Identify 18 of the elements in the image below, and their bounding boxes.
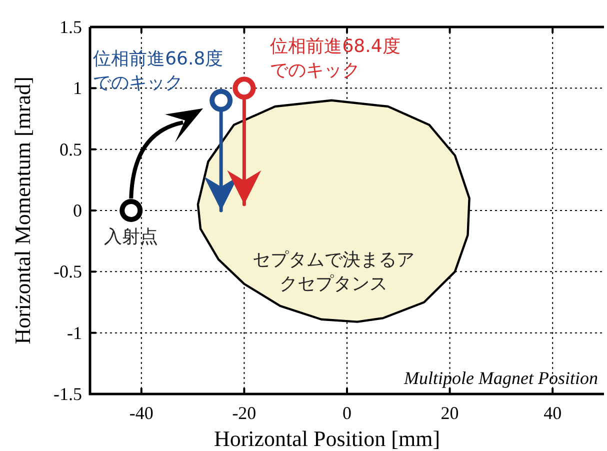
y-tick-label: 0 — [73, 200, 82, 220]
annotation: Multipole Magnet Position — [404, 368, 598, 388]
y-tick-label: -1.5 — [54, 384, 82, 404]
y-tick-label: 1.5 — [60, 17, 82, 37]
x-tick-label: -40 — [129, 403, 154, 423]
x-axis-title: Horizontal Position [mm] — [214, 426, 440, 451]
y-tick-label: 1 — [73, 78, 82, 98]
y-axis-title: Horizontal Momentum [mrad] — [10, 76, 35, 344]
y-tick-label: -0.5 — [54, 262, 82, 282]
y-tick-label: -1 — [67, 322, 82, 343]
x-tick-label: -20 — [232, 403, 256, 423]
y-tick-label: 0.5 — [60, 139, 82, 160]
point — [120, 199, 143, 222]
x-tick-label: 0 — [342, 403, 352, 423]
x-tick-label: 20 — [440, 403, 459, 423]
x-tick-label: 40 — [544, 403, 562, 423]
point — [232, 76, 256, 100]
point — [210, 88, 233, 112]
